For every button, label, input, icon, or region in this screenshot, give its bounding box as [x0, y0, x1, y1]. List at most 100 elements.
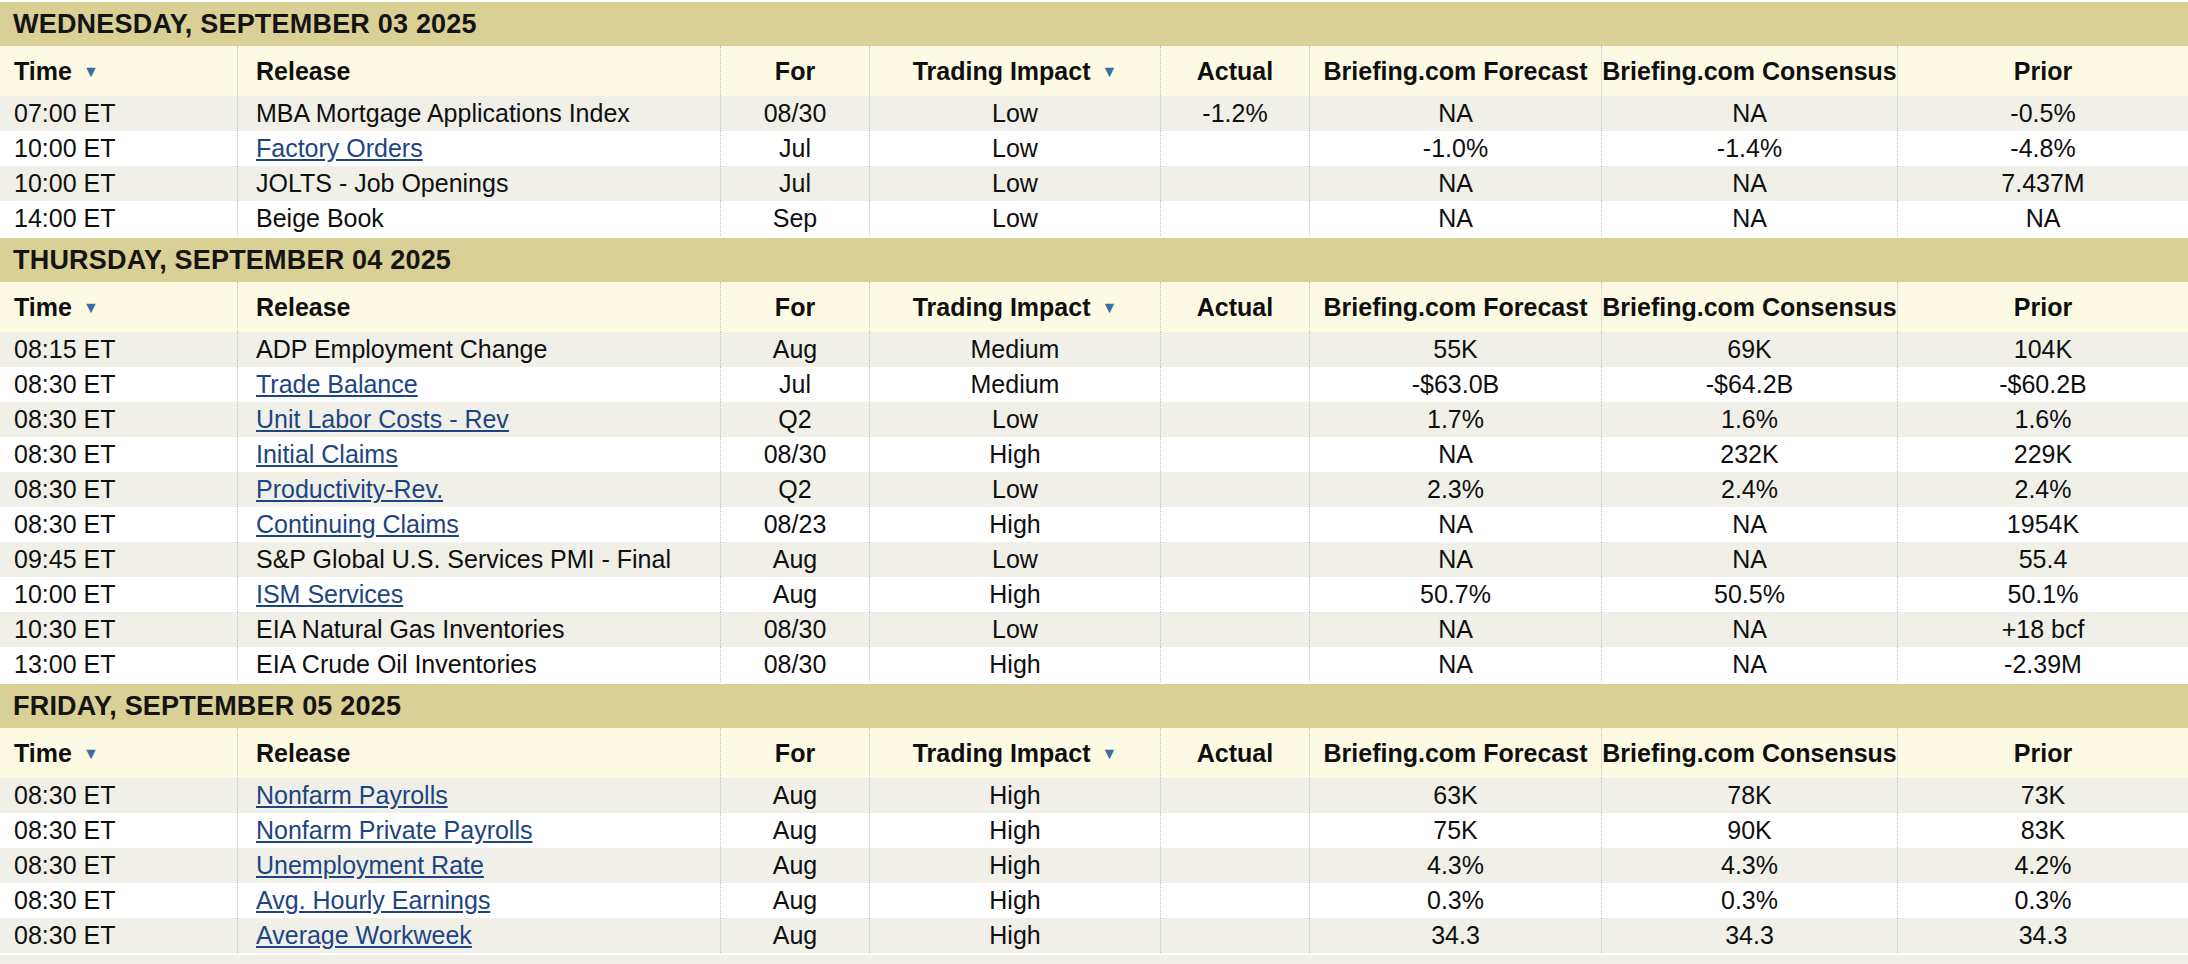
- column-header-time[interactable]: Time▼: [0, 728, 237, 778]
- forecast-cell: NA: [1309, 507, 1601, 542]
- actual-cell: [1160, 472, 1309, 507]
- for-cell-value: Jul: [779, 169, 811, 198]
- time-value: 08:30 ET: [14, 405, 115, 434]
- for-cell: Aug: [720, 883, 869, 918]
- table-row: 10:30 ET EIA Natural Gas Inventories 08/30…: [0, 612, 2188, 647]
- time-value: 14:00 ET: [14, 204, 115, 233]
- actual-cell: [1160, 201, 1309, 236]
- forecast-cell: NA: [1309, 612, 1601, 647]
- forecast-cell: 4.3%: [1309, 848, 1601, 883]
- sort-desc-icon[interactable]: ▼: [83, 300, 99, 316]
- date-band: WEDNESDAY, SEPTEMBER 03 2025: [0, 0, 2188, 46]
- trading-impact-cell-value: Medium: [971, 370, 1060, 399]
- column-header-time[interactable]: Time▼: [0, 282, 237, 332]
- release-cell: ADP Employment Change: [237, 332, 720, 367]
- column-header-impact[interactable]: Trading Impact▼: [869, 282, 1160, 332]
- prior-cell: 0.3%: [1897, 883, 2188, 918]
- for-cell-value: Q2: [778, 405, 811, 434]
- table-row: 08:30 ETAvg. Hourly EarningsAugHigh0.3%0…: [0, 883, 2188, 918]
- release-link[interactable]: Continuing Claims: [256, 510, 459, 539]
- time-value: 10:30 ET: [14, 615, 115, 644]
- release-link[interactable]: ISM Services: [256, 580, 403, 609]
- forecast-cell: 75K: [1309, 813, 1601, 848]
- release-link[interactable]: Initial Claims: [256, 440, 398, 469]
- column-header-prior: Prior: [1897, 46, 2188, 96]
- column-header-impact[interactable]: Trading Impact▼: [869, 46, 1160, 96]
- actual-cell: [1160, 918, 1309, 953]
- trading-impact-cell-value: High: [989, 851, 1040, 880]
- column-header-label: Briefing.com Forecast: [1324, 57, 1588, 86]
- prior-cell-value: 104K: [2014, 335, 2072, 364]
- column-header-impact[interactable]: Trading Impact▼: [869, 728, 1160, 778]
- time-value: 10:00 ET: [14, 169, 115, 198]
- column-header-actual: Actual: [1160, 46, 1309, 96]
- forecast-cell: NA: [1309, 96, 1601, 131]
- prior-cell: -$60.2B: [1897, 367, 2188, 402]
- time-value: 08:30 ET: [14, 781, 115, 810]
- forecast-cell-value: NA: [1438, 440, 1473, 469]
- sort-desc-icon[interactable]: ▼: [83, 64, 99, 80]
- column-header-row: Time▼ReleaseForTrading Impact▼ActualBrie…: [0, 46, 2188, 96]
- consensus-cell: NA: [1601, 647, 1897, 682]
- trading-impact-cell: Low: [869, 472, 1160, 507]
- time-cell: 08:30 ET: [0, 402, 237, 437]
- consensus-cell-value: NA: [1732, 169, 1767, 198]
- release-link[interactable]: Factory Orders: [256, 134, 423, 163]
- forecast-cell-value: 4.3%: [1427, 851, 1484, 880]
- consensus-cell: 2.4%: [1601, 472, 1897, 507]
- table-row: 08:30 ETInitial Claims08/30HighNA232K229…: [0, 437, 2188, 472]
- release-link[interactable]: Productivity-Rev.: [256, 475, 443, 504]
- prior-cell: 229K: [1897, 437, 2188, 472]
- sort-desc-icon[interactable]: ▼: [1101, 746, 1117, 762]
- date-band: THURSDAY, SEPTEMBER 04 2025: [0, 236, 2188, 282]
- consensus-cell: 78K: [1601, 778, 1897, 813]
- time-cell: 10:30 ET: [0, 612, 237, 647]
- release-link[interactable]: Average Workweek: [256, 921, 472, 950]
- trading-impact-cell-value: Low: [992, 99, 1038, 128]
- consensus-cell-value: 1.6%: [1721, 405, 1778, 434]
- column-header-consensus: Briefing.com Consensus: [1601, 46, 1897, 96]
- column-header-label: Prior: [2014, 739, 2072, 768]
- calendar-day-section: WEDNESDAY, SEPTEMBER 03 2025Time▼Release…: [0, 0, 2188, 236]
- column-header-row: Time▼ReleaseForTrading Impact▼ActualBrie…: [0, 728, 2188, 778]
- prior-cell-value: 83K: [2021, 816, 2065, 845]
- release-link[interactable]: Unit Labor Costs - Rev: [256, 405, 509, 434]
- column-header-forecast: Briefing.com Forecast: [1309, 46, 1601, 96]
- release-link[interactable]: Trade Balance: [256, 370, 418, 399]
- for-cell: 08/30: [720, 647, 869, 682]
- table-row: 10:00 ETISM ServicesAugHigh50.7%50.5%50.…: [0, 577, 2188, 612]
- time-value: 08:30 ET: [14, 921, 115, 950]
- trading-impact-cell: Low: [869, 612, 1160, 647]
- column-header-label: Release: [256, 293, 351, 322]
- consensus-cell-value: 232K: [1720, 440, 1778, 469]
- time-cell: 08:15 ET: [0, 332, 237, 367]
- column-header-release: Release: [237, 282, 720, 332]
- prior-cell-value: 7.437M: [2001, 169, 2084, 198]
- actual-cell: [1160, 332, 1309, 367]
- column-header-time[interactable]: Time▼: [0, 46, 237, 96]
- consensus-cell-value: 90K: [1727, 816, 1771, 845]
- actual-cell: [1160, 166, 1309, 201]
- forecast-cell-value: 2.3%: [1427, 475, 1484, 504]
- sort-desc-icon[interactable]: ▼: [1101, 300, 1117, 316]
- release-link[interactable]: Nonfarm Payrolls: [256, 781, 448, 810]
- release-link[interactable]: Avg. Hourly Earnings: [256, 886, 490, 915]
- sort-desc-icon[interactable]: ▼: [1101, 64, 1117, 80]
- column-header-label: Release: [256, 739, 351, 768]
- prior-cell-value: 229K: [2014, 440, 2072, 469]
- consensus-cell-value: 78K: [1727, 781, 1771, 810]
- forecast-cell: 55K: [1309, 332, 1601, 367]
- consensus-cell: 1.6%: [1601, 402, 1897, 437]
- sort-desc-icon[interactable]: ▼: [83, 746, 99, 762]
- for-cell-value: 08/23: [764, 510, 827, 539]
- time-value: 09:45 ET: [14, 545, 115, 574]
- economic-calendar: WEDNESDAY, SEPTEMBER 03 2025Time▼Release…: [0, 0, 2188, 953]
- for-cell-value: 08/30: [764, 615, 827, 644]
- forecast-cell-value: 34.3: [1431, 921, 1480, 950]
- release-link[interactable]: Unemployment Rate: [256, 851, 484, 880]
- release-cell: EIA Natural Gas Inventories: [237, 612, 720, 647]
- release-link[interactable]: Nonfarm Private Payrolls: [256, 816, 532, 845]
- column-header-label: For: [775, 739, 815, 768]
- release-cell: Nonfarm Payrolls: [237, 778, 720, 813]
- consensus-cell: 34.3: [1601, 918, 1897, 953]
